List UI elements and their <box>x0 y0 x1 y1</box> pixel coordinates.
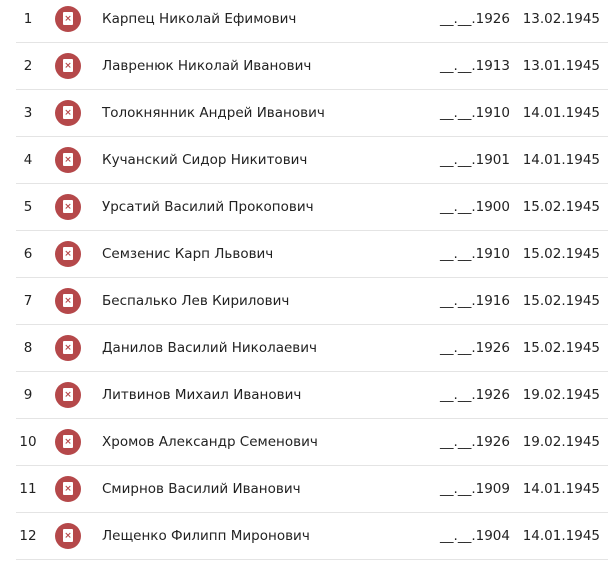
x-mark: × <box>64 108 72 118</box>
x-mark: × <box>64 437 72 447</box>
list-item[interactable]: 3 × Толокнянник Андрей Иванович __.__.19… <box>16 90 608 137</box>
person-name[interactable]: Данилов Василий Николаевич <box>102 340 318 356</box>
person-name[interactable]: Литвинов Михаил Иванович <box>102 387 302 403</box>
birth-date: __.__.1916 <box>440 293 510 309</box>
row-number: 9 <box>23 387 33 403</box>
x-mark: × <box>64 61 72 71</box>
list-item[interactable]: 11 × Смирнов Василий Иванович __.__.1909… <box>16 466 608 513</box>
birth-date: __.__.1926 <box>440 11 510 27</box>
person-name[interactable]: Урсатий Василий Прокопович <box>102 199 314 215</box>
birth-date: __.__.1926 <box>440 387 510 403</box>
list-item[interactable]: 10 × Хромов Александр Семенович __.__.19… <box>16 419 608 466</box>
document-x-icon[interactable]: × <box>55 335 81 361</box>
person-name[interactable]: Хромов Александр Семенович <box>102 434 318 450</box>
document-x-icon[interactable]: × <box>55 100 81 126</box>
birth-date: __.__.1901 <box>440 152 510 168</box>
document-x-icon[interactable]: × <box>55 241 81 267</box>
death-date: 15.02.1945 <box>522 246 600 262</box>
list-item[interactable]: 9 × Литвинов Михаил Иванович __.__.1926 … <box>16 372 608 419</box>
row-number: 2 <box>23 58 33 74</box>
row-number: 3 <box>23 105 33 121</box>
list-item[interactable]: 5 × Урсатий Василий Прокопович __.__.190… <box>16 184 608 231</box>
death-date: 14.01.1945 <box>522 481 600 497</box>
death-date: 19.02.1945 <box>522 434 600 450</box>
list-item[interactable]: 2 × Лавренюк Николай Иванович __.__.1913… <box>16 43 608 90</box>
document-x-icon[interactable]: × <box>55 194 81 220</box>
death-date: 15.02.1945 <box>522 199 600 215</box>
birth-date: __.__.1904 <box>440 528 510 544</box>
document-x-icon[interactable]: × <box>55 523 81 549</box>
row-number: 7 <box>23 293 33 309</box>
row-number: 6 <box>23 246 33 262</box>
row-number: 5 <box>23 199 33 215</box>
x-mark: × <box>64 296 72 306</box>
death-date: 14.01.1945 <box>522 528 600 544</box>
x-mark: × <box>64 14 72 24</box>
x-mark: × <box>64 202 72 212</box>
row-number: 12 <box>19 528 37 544</box>
document-x-icon[interactable]: × <box>55 382 81 408</box>
person-name[interactable]: Карпец Николай Ефимович <box>102 11 297 27</box>
x-mark: × <box>64 531 72 541</box>
list-item[interactable]: 8 × Данилов Василий Николаевич __.__.192… <box>16 325 608 372</box>
document-x-icon[interactable]: × <box>55 429 81 455</box>
death-date: 19.02.1945 <box>522 387 600 403</box>
person-name[interactable]: Беспалько Лев Кирилович <box>102 293 290 309</box>
death-date: 13.01.1945 <box>522 58 600 74</box>
x-mark: × <box>64 249 72 259</box>
list-item[interactable]: 6 × Семзенис Карп Львович __.__.1910 15.… <box>16 231 608 278</box>
person-name[interactable]: Кучанский Сидор Никитович <box>102 152 308 168</box>
document-x-icon[interactable]: × <box>55 288 81 314</box>
person-name[interactable]: Лещенко Филипп Миронович <box>102 528 310 544</box>
death-date: 13.02.1945 <box>522 11 600 27</box>
row-number: 4 <box>23 152 33 168</box>
list-item[interactable]: 4 × Кучанский Сидор Никитович __.__.1901… <box>16 137 608 184</box>
x-mark: × <box>64 343 72 353</box>
list-item[interactable]: 7 × Беспалько Лев Кирилович __.__.1916 1… <box>16 278 608 325</box>
row-number: 8 <box>23 340 33 356</box>
row-number: 11 <box>19 481 37 497</box>
birth-date: __.__.1913 <box>440 58 510 74</box>
death-date: 15.02.1945 <box>522 293 600 309</box>
birth-date: __.__.1900 <box>440 199 510 215</box>
person-name[interactable]: Семзенис Карп Львович <box>102 246 274 262</box>
row-number: 10 <box>19 434 37 450</box>
document-x-icon[interactable]: × <box>55 53 81 79</box>
death-date: 15.02.1945 <box>522 340 600 356</box>
document-x-icon[interactable]: × <box>55 6 81 32</box>
document-x-icon[interactable]: × <box>55 147 81 173</box>
x-mark: × <box>64 484 72 494</box>
birth-date: __.__.1910 <box>440 105 510 121</box>
x-mark: × <box>64 155 72 165</box>
row-number: 1 <box>23 11 33 27</box>
birth-date: __.__.1926 <box>440 340 510 356</box>
list-item[interactable]: 1 × Карпец Николай Ефимович __.__.1926 1… <box>16 0 608 43</box>
birth-date: __.__.1910 <box>440 246 510 262</box>
x-mark: × <box>64 390 72 400</box>
document-x-icon[interactable]: × <box>55 476 81 502</box>
person-name[interactable]: Толокнянник Андрей Иванович <box>102 105 325 121</box>
person-name[interactable]: Смирнов Василий Иванович <box>102 481 301 497</box>
list-item[interactable]: 12 × Лещенко Филипп Миронович __.__.1904… <box>16 513 608 560</box>
birth-date: __.__.1909 <box>440 481 510 497</box>
death-date: 14.01.1945 <box>522 152 600 168</box>
person-name[interactable]: Лавренюк Николай Иванович <box>102 58 312 74</box>
death-date: 14.01.1945 <box>522 105 600 121</box>
birth-date: __.__.1926 <box>440 434 510 450</box>
